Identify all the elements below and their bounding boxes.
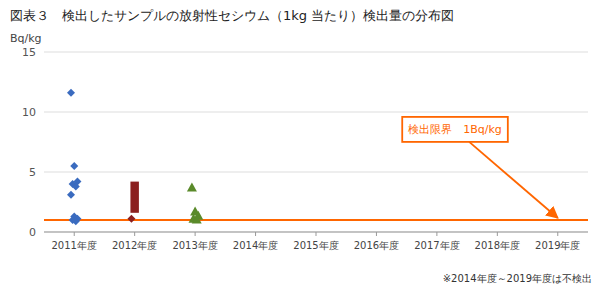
y-axis-label: Bq/kg (10, 32, 42, 45)
x-tick-label: 2016年度 (354, 240, 399, 251)
x-tick-label: 2019年度 (535, 240, 580, 251)
x-tick-label: 2011年度 (51, 240, 96, 251)
grid-line (44, 112, 588, 113)
diamond-point (70, 162, 78, 170)
annotation-text: 検出限界 1Bq/kg (408, 123, 502, 136)
chart-container: 図表３ 検出したサンプルの放射性セシウム（1kg 当たり）検出量の分布図 Bq/k… (0, 0, 600, 290)
diamond-point (127, 215, 135, 223)
x-tick-label: 2017年度 (414, 240, 459, 251)
x-tick (255, 232, 256, 236)
x-tick-label: 2013年度 (172, 240, 217, 251)
triangle-point (187, 183, 197, 192)
annotation-arrow (469, 142, 558, 218)
diamond-point (67, 191, 75, 199)
x-tick (557, 232, 558, 236)
x-tick-label: 2018年度 (475, 240, 520, 251)
triangle-point (192, 214, 202, 223)
grid-line (44, 52, 588, 53)
annotation-box (402, 117, 508, 142)
annotation: 検出限界 1Bq/kg (402, 117, 558, 218)
title: 図表３ 検出したサンプルの放射性セシウム（1kg 当たり）検出量の分布図 (10, 8, 454, 23)
y-tick-label: 5 (29, 166, 36, 179)
y-tick-label: 15 (22, 46, 36, 59)
grid-line (44, 172, 588, 173)
grid (44, 52, 588, 232)
x-tick (134, 232, 135, 236)
diamond-point (72, 182, 80, 190)
detection-limit-line (44, 219, 588, 221)
y-tick-label: 10 (22, 106, 36, 119)
range-bar (130, 182, 138, 213)
x-tick (376, 232, 377, 236)
footnote: ※2014年度～2019年度は不検出 (443, 273, 592, 284)
x-tick (316, 232, 317, 236)
x-tick (195, 232, 196, 236)
x-tick (436, 232, 437, 236)
x-tick (497, 232, 498, 236)
x-tick (74, 232, 75, 236)
x-tick-label: 2012年度 (112, 240, 157, 251)
x-tick-label: 2014年度 (233, 240, 278, 251)
y-tick-label: 0 (29, 226, 36, 239)
chart-svg: 図表３ 検出したサンプルの放射性セシウム（1kg 当たり）検出量の分布図 Bq/k… (0, 0, 600, 290)
diamond-point (72, 217, 80, 225)
marks (44, 89, 588, 225)
diamond-point (67, 89, 75, 97)
x-tick-label: 2015年度 (293, 240, 338, 251)
